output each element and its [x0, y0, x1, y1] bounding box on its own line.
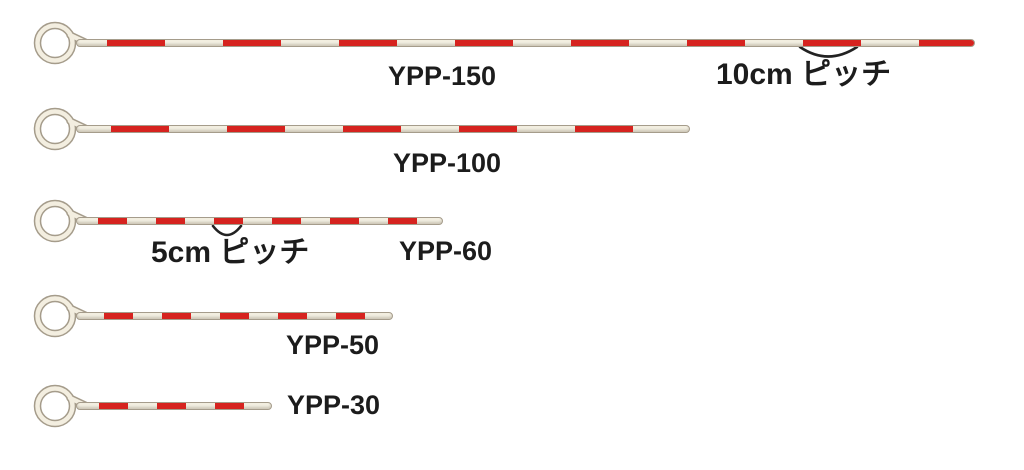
pitch-annotation-label: 5cm ピッチ: [151, 236, 310, 269]
eye-loop-icon: [33, 384, 91, 428]
pin-shaft-ypp-60: [76, 217, 443, 225]
eye-loop-icon: [33, 21, 91, 65]
model-label-ypp-60: YPP-60: [399, 236, 493, 266]
pin-shaft-ypp-150: [76, 39, 975, 47]
eye-loop-icon: [33, 294, 91, 338]
pin-shaft-ypp-50: [76, 312, 393, 320]
model-label-ypp-30: YPP-30: [287, 390, 381, 420]
pin-stripes: [107, 40, 974, 46]
pin-shaft-ypp-30: [76, 402, 272, 410]
pin-shaft-ypp-100: [76, 125, 690, 133]
model-label-ypp-100: YPP-100: [393, 148, 502, 178]
eye-loop-icon: [33, 199, 91, 243]
model-label-ypp-50: YPP-50: [286, 330, 380, 360]
pin-stripes: [111, 126, 689, 132]
pitch-arc: [798, 45, 859, 58]
pin-stripes: [99, 403, 271, 409]
pitch-annotation-label: 10cm ピッチ: [716, 58, 892, 91]
pin-stripes: [104, 313, 392, 319]
pin-stripes: [98, 218, 442, 224]
model-label-ypp-150: YPP-150: [388, 61, 497, 91]
pitch-arc: [211, 224, 243, 237]
eye-loop-icon: [33, 107, 91, 151]
